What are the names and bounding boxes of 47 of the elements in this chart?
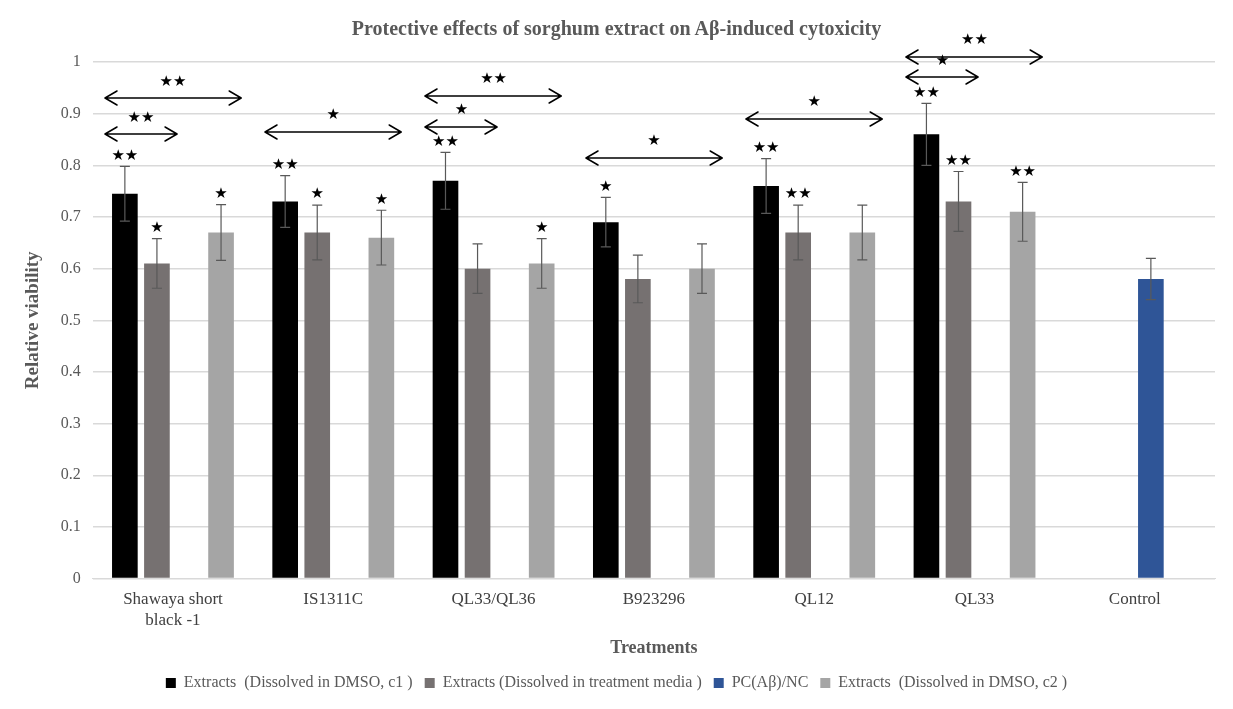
annotation: ★★	[480, 68, 508, 87]
annotation: ★	[807, 92, 821, 111]
data-label: ★★	[271, 155, 299, 174]
data-label: ★★	[432, 131, 459, 150]
data-label: ★★	[752, 137, 780, 156]
y-tick-label: 0.3	[60, 413, 81, 431]
data-label: ★★	[912, 82, 940, 101]
y-tick-label: 1	[72, 52, 81, 70]
legend-label: Extracts (Dissolved in DMSO, c1 )	[183, 673, 413, 692]
data-label: ★★	[945, 150, 972, 169]
legend-label: Extracts (Dissolved in DMSO, c2 )	[838, 673, 1068, 692]
x-tick-label: Shawaya short black -1	[123, 589, 224, 629]
x-tick-label: IS1311C	[303, 589, 364, 609]
x-axis-title: Treatments	[610, 636, 698, 657]
x-tick-label: Control	[1108, 589, 1162, 609]
y-tick-label: 0.2	[60, 465, 81, 483]
y-tick-label: 0.4	[60, 362, 81, 380]
y-tick-label: 0.7	[60, 207, 81, 225]
data-label: ★	[310, 184, 324, 203]
annotation: ★★	[159, 71, 187, 90]
data-label: ★	[599, 176, 613, 195]
y-axis-title: Relative viability	[21, 250, 43, 390]
data-label: ★	[150, 218, 164, 237]
data-label: ★★	[1009, 161, 1037, 180]
y-tick-label: 0.9	[60, 103, 81, 121]
text: ★★	[961, 30, 988, 49]
y-tick-label: 0.6	[60, 258, 81, 276]
x-tick-label: QL33/QL36	[451, 589, 536, 609]
annotation: ★	[647, 130, 661, 149]
y-tick-label: 0.8	[60, 155, 81, 173]
annotation: ★	[454, 99, 469, 118]
data-label: ★	[214, 183, 228, 202]
chart-title: Protective effects of sorghum extract on Aβ-induced cytoxicity	[351, 17, 882, 41]
annotation: ★	[326, 105, 340, 124]
x-tick-label: QL12	[794, 589, 835, 609]
y-tick-label: 0.5	[60, 310, 81, 328]
data-label: ★★	[111, 145, 139, 164]
data-label: ★	[374, 189, 389, 208]
x-tick-label: B923296	[622, 589, 686, 609]
x-tick-label: QL33	[954, 589, 995, 609]
y-tick-label: 0	[72, 568, 81, 586]
legend-label: Extracts (Dissolved in treatment media )	[442, 673, 702, 692]
legend-label: PC(Aβ)/NC	[731, 673, 809, 692]
data-label: ★★	[784, 184, 812, 203]
data-label: ★	[534, 218, 549, 237]
y-tick-label: 0.1	[60, 517, 81, 535]
annotation: ★★	[127, 107, 155, 126]
